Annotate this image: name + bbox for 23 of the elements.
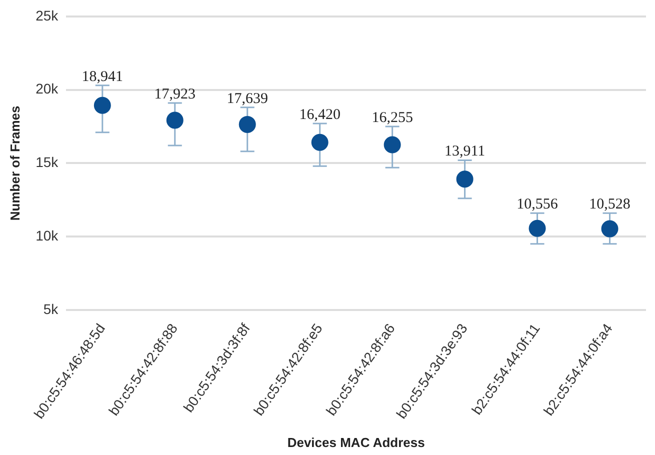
point xyxy=(311,134,328,151)
data-label: 13,911 xyxy=(444,144,486,160)
point xyxy=(94,96,111,114)
data-label: 10,556 xyxy=(516,196,558,213)
x-axis-title: Devices MAC Address xyxy=(287,434,425,450)
y-tick-label: 5k xyxy=(43,300,60,317)
point xyxy=(238,116,256,133)
y-axis-title: Number of Frames xyxy=(7,106,22,221)
y-tick-label: 15k xyxy=(36,154,60,170)
data-label: 17,923 xyxy=(154,86,196,102)
data-label: 17,639 xyxy=(226,90,268,107)
point xyxy=(384,136,401,154)
y-tick-label: 20k xyxy=(36,80,60,97)
point xyxy=(166,112,184,129)
point xyxy=(528,220,546,237)
y-tick-label: 25k xyxy=(36,7,60,24)
data-label: 18,941 xyxy=(82,68,124,85)
data-label: 10,528 xyxy=(589,196,630,213)
point xyxy=(601,220,618,238)
y-tick-label: 10k xyxy=(36,227,60,244)
point xyxy=(456,170,474,188)
data-label: 16,255 xyxy=(372,110,413,126)
data-label: 16,420 xyxy=(299,106,340,123)
